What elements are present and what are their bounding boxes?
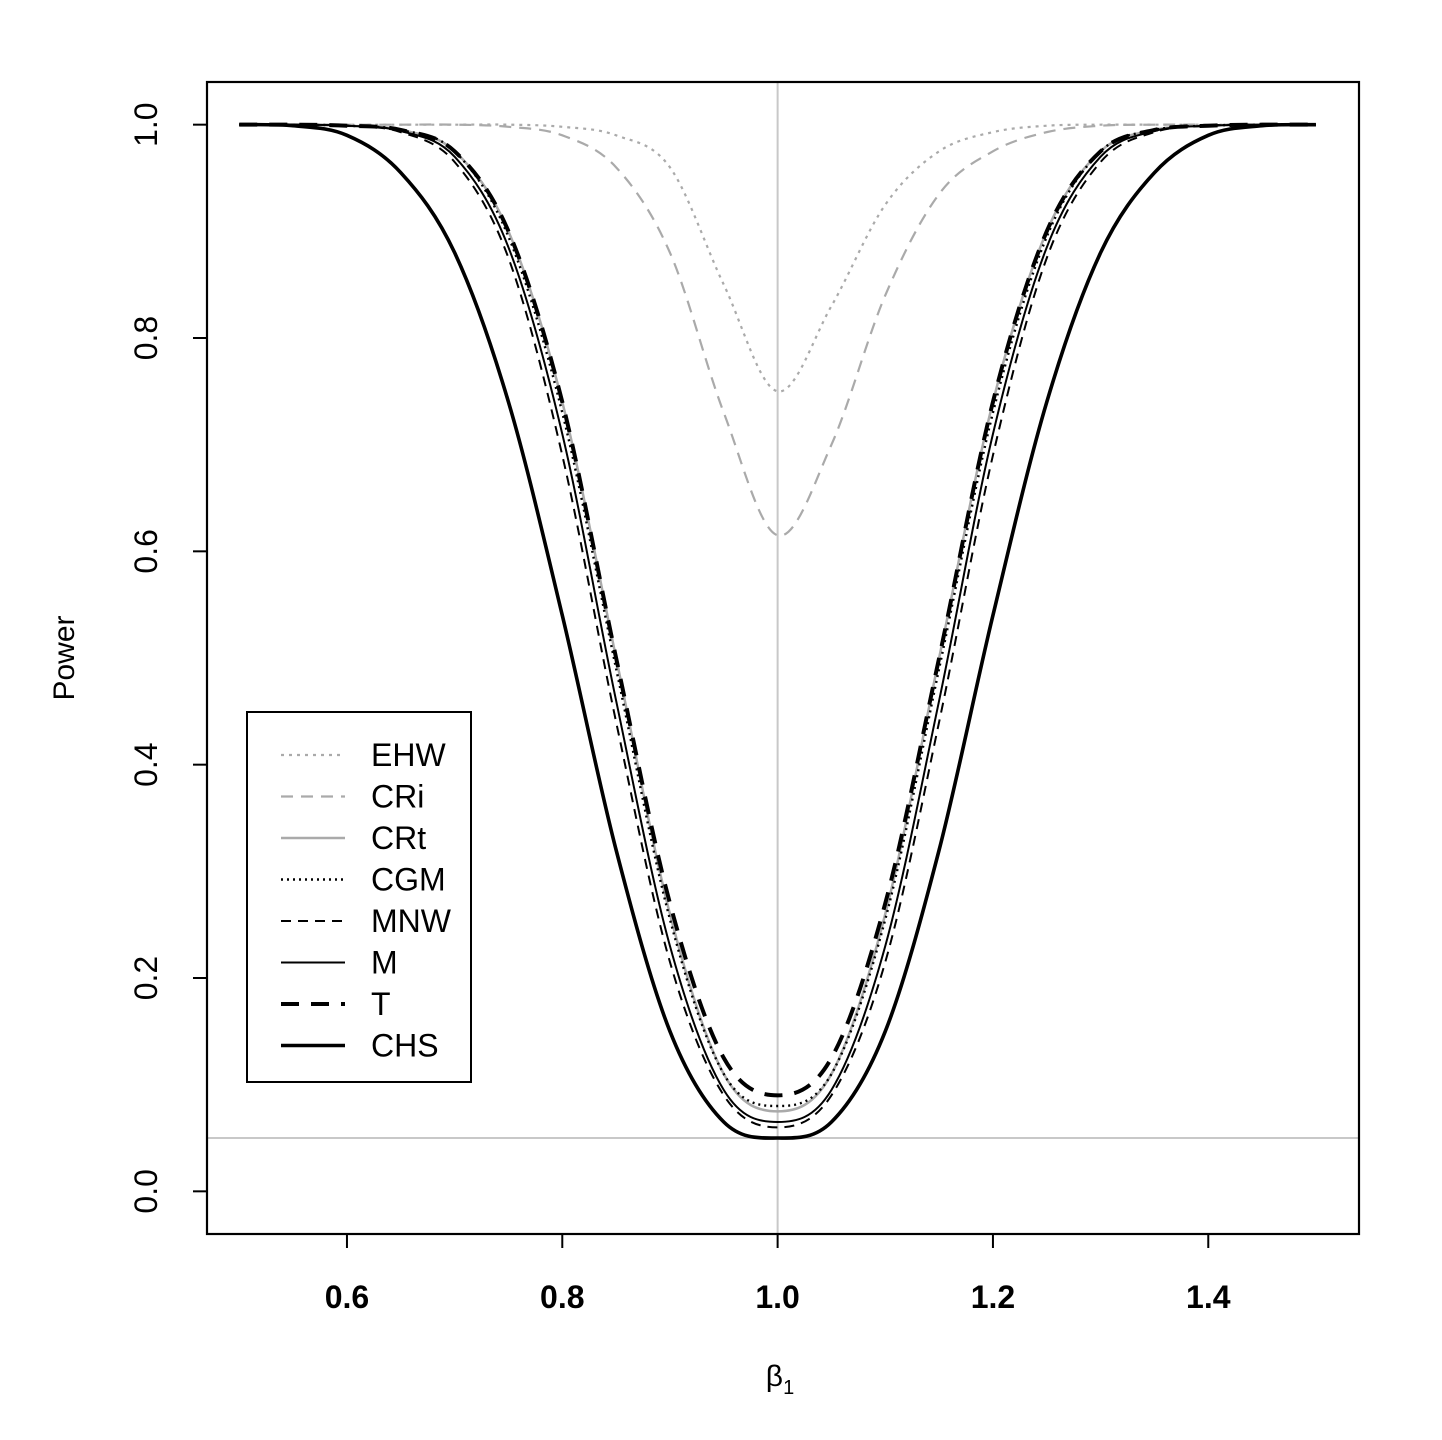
y-tick-label: 0.2 [128,956,164,1000]
x-tick-label: 0.8 [540,1279,584,1315]
legend-label-t: T [371,986,391,1022]
x-axis-title-subscript: 1 [783,1377,794,1399]
y-axis: 0.0 0.2 0.4 0.6 0.8 1.0 [128,102,208,1214]
series-line-t [239,122,1316,1098]
y-tick-label: 0.4 [128,742,164,786]
series-line-chs [239,122,1316,1140]
series-line-mnw [239,123,1316,1129]
x-tick-label: 1.4 [1186,1279,1231,1315]
y-tick-label: 1.0 [128,102,164,146]
y-tick-label: 0.0 [128,1169,164,1213]
y-axis-title: Power [48,615,81,700]
legend-label-cri: CRi [371,779,424,815]
series-line-cgm [239,123,1316,1108]
x-axis: 0.6 0.8 1.0 1.2 1.4 [325,1233,1231,1315]
legend: EHW CRi CRt CGM MNW MT CHS [246,711,472,1083]
x-axis-title: β1 [766,1360,794,1399]
legend-label-cgm: CGM [371,862,446,898]
legend-box [246,711,472,1083]
series-curves [239,122,1316,1140]
legend-label-chs: CHS [371,1028,439,1064]
x-axis-title-main: β [766,1360,783,1393]
y-tick-label: 0.8 [128,316,164,360]
x-tick-label: 1.0 [755,1279,799,1315]
legend-label-crt: CRt [371,820,426,856]
legend-label-m: M [371,945,398,981]
series-line-m [239,123,1316,1123]
series-line-cri [239,123,1316,537]
y-tick-label: 0.6 [128,529,164,573]
x-tick-label: 0.6 [325,1279,369,1315]
legend-label-mnw: MNW [371,903,452,939]
x-tick-label: 1.2 [971,1279,1015,1315]
legend-label-ehw: EHW [371,737,446,773]
